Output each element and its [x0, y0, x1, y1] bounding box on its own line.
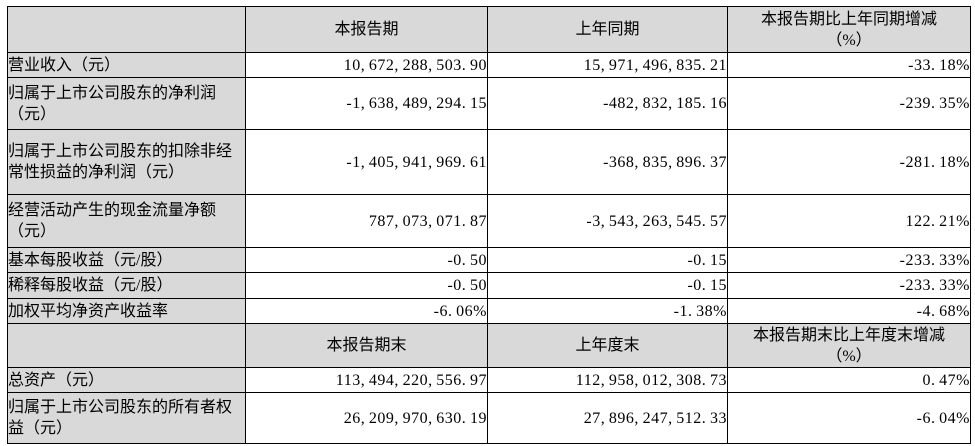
col-header-prior-year-end: 上年度末	[487, 323, 728, 368]
col-header-period-change: 本报告期比上年同期增减 （%）	[727, 6, 971, 53]
table-row-net-profit-excl-nonrecurring: 归属于上市公司股东的扣除非经常性损益的净利润（元） -1, 405, 941, …	[7, 129, 971, 195]
value-prior: -0. 15	[487, 272, 728, 299]
value-prior: 112, 958, 012, 308. 73	[487, 367, 728, 393]
value-change: -233. 33%	[727, 272, 971, 299]
table-row-diluted-eps: 稀释每股收益（元/股） -0. 50 -0. 15 -233. 33%	[7, 272, 971, 299]
col-header-period-end-change-line1: 本报告期末比上年度末增减	[752, 326, 945, 344]
value-current: -6. 06%	[245, 298, 488, 324]
header-row-period-end: 本报告期末 上年度末 本报告期末比上年度末增减 （%）	[7, 323, 971, 368]
value-change: 122. 21%	[727, 194, 971, 248]
table-row-total-assets: 总资产（元） 113, 494, 220, 556. 97 112, 958, …	[7, 367, 971, 393]
col-header-current-period: 本报告期	[245, 6, 488, 53]
value-current: 787, 073, 071. 87	[245, 194, 488, 248]
row-label: 归属于上市公司股东的所有者权益（元）	[7, 392, 246, 444]
table-row-weighted-avg-roe: 加权平均净资产收益率 -6. 06% -1. 38% -4. 68%	[7, 298, 971, 324]
value-change: -239. 35%	[727, 77, 971, 130]
value-prior: 15, 971, 496, 835. 21	[487, 52, 728, 78]
key-financials-table: 本报告期 上年同期 本报告期比上年同期增减 （%） 营业收入（元） 10, 67…	[7, 6, 971, 444]
value-current: -0. 50	[245, 272, 488, 299]
value-prior: -368, 835, 896. 37	[487, 129, 728, 195]
corner-cell	[7, 323, 246, 368]
value-change: -33. 18%	[727, 52, 971, 78]
col-header-prior-period: 上年同期	[487, 6, 728, 53]
row-label: 加权平均净资产收益率	[7, 298, 246, 324]
value-change: -281. 18%	[727, 129, 971, 195]
value-change: -4. 68%	[727, 298, 971, 324]
value-current: 113, 494, 220, 556. 97	[245, 367, 488, 393]
table-row-shareholders-equity: 归属于上市公司股东的所有者权益（元） 26, 209, 970, 630. 19…	[7, 392, 971, 444]
row-label: 基本每股收益（元/股）	[7, 247, 246, 273]
value-current: 26, 209, 970, 630. 19	[245, 392, 488, 444]
value-current: 10, 672, 288, 503. 90	[245, 52, 488, 78]
value-prior: 27, 896, 247, 512. 33	[487, 392, 728, 444]
value-prior: -3, 543, 263, 545. 57	[487, 194, 728, 248]
table-row-revenue: 营业收入（元） 10, 672, 288, 503. 90 15, 971, 4…	[7, 52, 971, 78]
value-change: -233. 33%	[727, 247, 971, 273]
row-label: 营业收入（元）	[7, 52, 246, 78]
col-header-period-change-line1: 本报告期比上年同期增减	[760, 10, 937, 28]
table-row-basic-eps: 基本每股收益（元/股） -0. 50 -0. 15 -233. 33%	[7, 247, 971, 273]
value-current: -1, 405, 941, 969. 61	[245, 129, 488, 195]
row-label: 归属于上市公司股东的扣除非经常性损益的净利润（元）	[7, 129, 246, 195]
row-label: 稀释每股收益（元/股）	[7, 272, 246, 299]
value-prior: -482, 832, 185. 16	[487, 77, 728, 130]
value-change: 0. 47%	[727, 367, 971, 393]
col-header-current-period-end: 本报告期末	[245, 323, 488, 368]
value-change: -6. 04%	[727, 392, 971, 444]
table-row-net-profit: 归属于上市公司股东的净利润（元） -1, 638, 489, 294. 15 -…	[7, 77, 971, 130]
header-row-period: 本报告期 上年同期 本报告期比上年同期增减 （%）	[7, 6, 971, 53]
col-header-period-change-line2: （%）	[826, 31, 872, 49]
value-prior: -1. 38%	[487, 298, 728, 324]
corner-cell	[7, 6, 246, 53]
table-row-operating-cash-flow: 经营活动产生的现金流量净额（元） 787, 073, 071. 87 -3, 5…	[7, 194, 971, 248]
value-current: -0. 50	[245, 247, 488, 273]
value-prior: -0. 15	[487, 247, 728, 273]
row-label: 归属于上市公司股东的净利润（元）	[7, 77, 246, 130]
value-current: -1, 638, 489, 294. 15	[245, 77, 488, 130]
row-label: 总资产（元）	[7, 367, 246, 393]
row-label: 经营活动产生的现金流量净额（元）	[7, 194, 246, 248]
col-header-period-end-change: 本报告期末比上年度末增减 （%）	[727, 323, 971, 368]
col-header-period-end-change-line2: （%）	[826, 347, 872, 365]
